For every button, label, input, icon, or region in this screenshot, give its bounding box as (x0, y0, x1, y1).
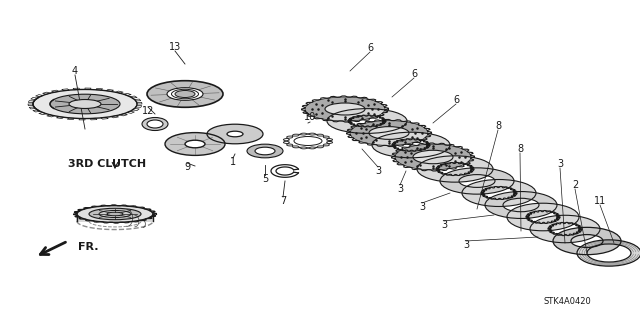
Text: 7: 7 (280, 196, 286, 206)
Polygon shape (440, 168, 514, 194)
Polygon shape (553, 227, 621, 255)
Polygon shape (325, 103, 365, 115)
Polygon shape (50, 94, 120, 114)
Polygon shape (305, 97, 385, 121)
Polygon shape (327, 109, 407, 133)
Polygon shape (350, 121, 428, 145)
Polygon shape (107, 212, 123, 216)
Polygon shape (69, 100, 101, 108)
Polygon shape (462, 180, 536, 206)
Text: 8: 8 (517, 144, 523, 154)
Polygon shape (77, 206, 153, 222)
Text: 6: 6 (367, 43, 373, 53)
Polygon shape (99, 211, 131, 218)
Polygon shape (142, 117, 168, 130)
Polygon shape (247, 144, 283, 158)
Text: 2: 2 (572, 180, 578, 190)
Text: STK4A0420: STK4A0420 (543, 296, 591, 306)
Text: 6: 6 (411, 69, 417, 79)
Polygon shape (147, 81, 223, 107)
Text: 11: 11 (594, 196, 606, 206)
Text: 3: 3 (557, 159, 563, 169)
Text: 8: 8 (495, 121, 501, 131)
Polygon shape (413, 150, 453, 164)
Text: FR.: FR. (78, 242, 99, 252)
Polygon shape (577, 240, 640, 266)
Polygon shape (33, 89, 137, 119)
Text: 3: 3 (419, 202, 425, 212)
Polygon shape (369, 127, 409, 139)
Polygon shape (89, 208, 141, 220)
Text: 6: 6 (453, 95, 459, 105)
Text: 4: 4 (72, 66, 78, 76)
Polygon shape (165, 133, 225, 155)
Polygon shape (485, 191, 557, 219)
Text: 10: 10 (304, 112, 316, 122)
Text: 3: 3 (441, 220, 447, 230)
Polygon shape (372, 132, 450, 158)
Text: 3RD CLUTCH: 3RD CLUTCH (68, 159, 146, 169)
Polygon shape (530, 215, 600, 243)
Text: 12: 12 (142, 106, 154, 116)
Text: 5: 5 (262, 174, 268, 184)
Text: 3: 3 (397, 184, 403, 194)
Text: 3: 3 (375, 166, 381, 176)
Polygon shape (395, 144, 471, 170)
Polygon shape (207, 124, 263, 144)
Text: 3: 3 (463, 240, 469, 250)
Polygon shape (417, 156, 493, 182)
Polygon shape (77, 206, 153, 221)
Text: 13: 13 (169, 42, 181, 52)
Text: 1: 1 (230, 157, 236, 167)
Polygon shape (507, 203, 579, 231)
Polygon shape (175, 91, 195, 98)
Text: 9: 9 (184, 162, 190, 172)
